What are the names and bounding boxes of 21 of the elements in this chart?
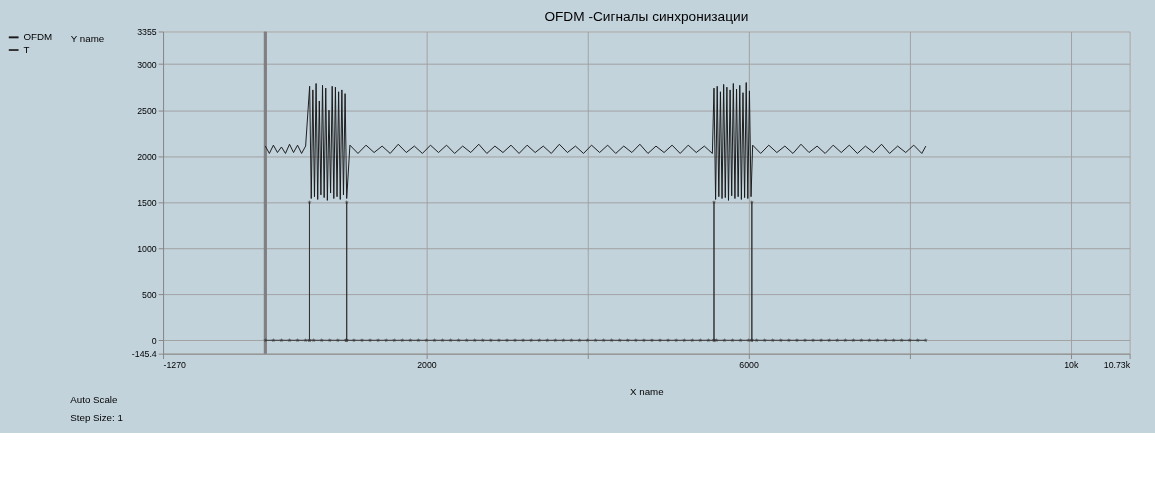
- text: Auto Scale: [70, 394, 118, 406]
- y-tick-label: 2500: [137, 105, 157, 116]
- x-tick-label: 10k: [1064, 359, 1079, 370]
- x-axis-title: X name: [630, 386, 664, 398]
- chart-title: OFDM -Сигналы синхронизации: [544, 8, 749, 24]
- legend-label: OFDM: [23, 31, 53, 43]
- text: Step Size: 1: [70, 412, 123, 424]
- y-tick-label: 3000: [137, 59, 157, 70]
- y-tick-label: 2000: [137, 151, 157, 162]
- y-tick-label: 0: [151, 335, 157, 346]
- y-tick-label: 500: [142, 289, 157, 300]
- y-tick-label: 1000: [137, 243, 157, 254]
- y-tick-label: 3355: [137, 26, 157, 37]
- x-tick-label: -1270: [163, 359, 187, 370]
- y-axis-title: Y name: [70, 32, 105, 44]
- y-tick-label: -145.4: [131, 349, 157, 360]
- legend-label: T: [23, 43, 30, 55]
- x-tick-label: 10.73k: [1103, 359, 1131, 370]
- x-tick-label: 6000: [739, 359, 759, 370]
- x-tick-label: 2000: [417, 359, 437, 370]
- y-tick-label: 1500: [137, 197, 157, 208]
